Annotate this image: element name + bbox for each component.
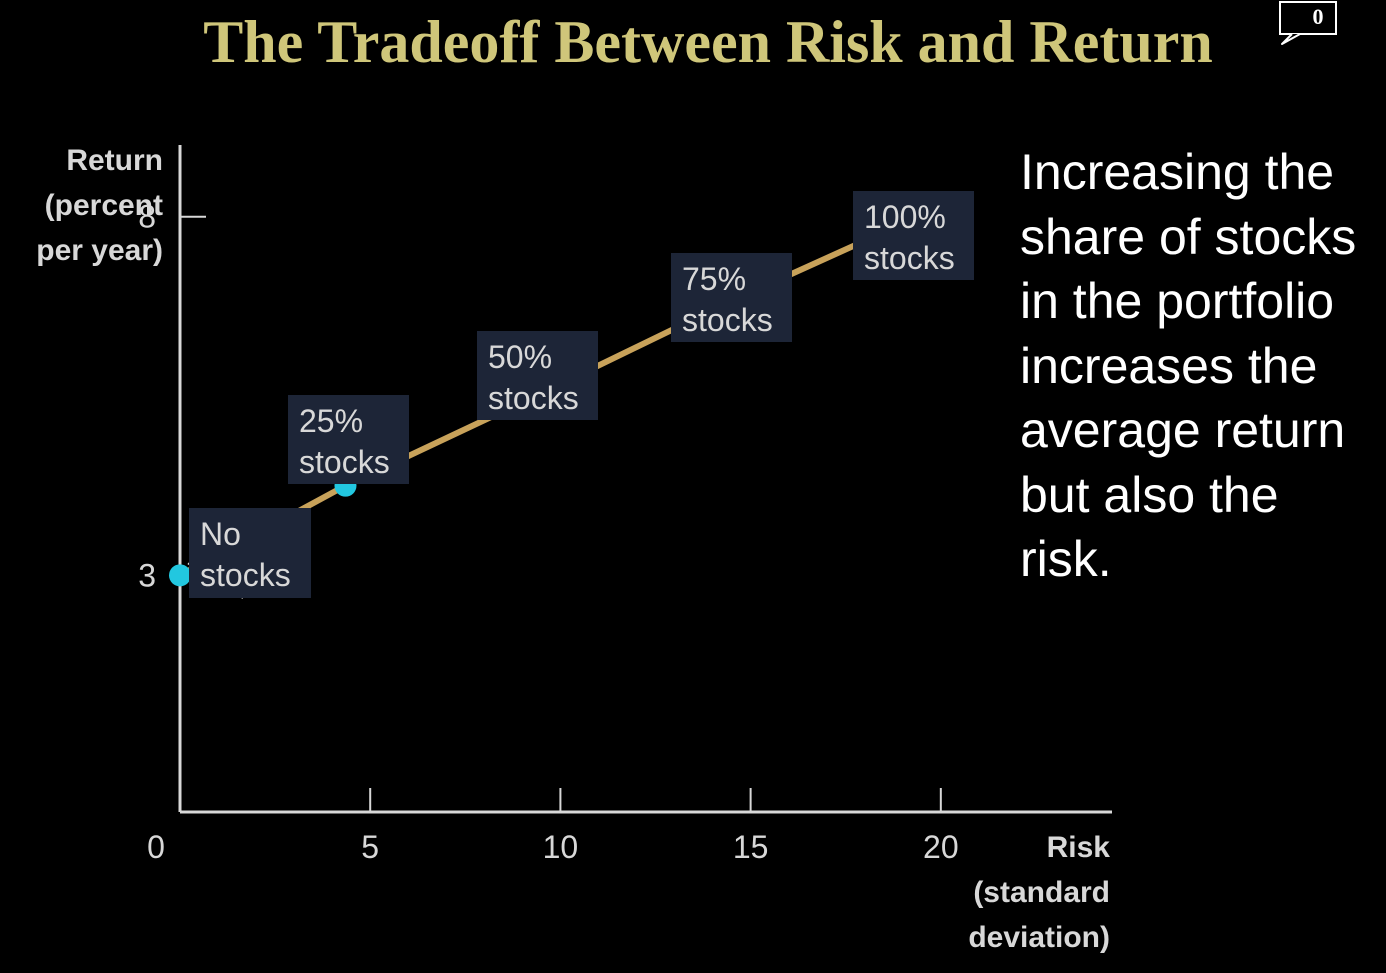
chart-point-labels: No stocks 25% stocks 50% stocks 75% stocks 100% s… [187,191,974,599]
slide-title: The Tradeoff Between Risk and Return [203,9,1213,75]
x-tick-label: 20 [923,829,959,865]
chart-axis-titles: Return (percent per year) Risk (standard devi… [36,144,1110,954]
point-label-text: stocks [864,240,955,276]
point-label-box [189,508,311,598]
y-axis-title: (percent [45,189,163,222]
point-label-box [853,191,974,280]
x-tick-label: 0 [147,829,165,865]
y-tick-label: 8 [138,199,156,235]
point-label-text: 50% [488,339,552,375]
x-axis-title: Risk [1047,831,1111,864]
point-label-text: stocks [488,380,579,416]
point-label-box [671,253,792,342]
point-label-text: 25% [299,403,363,439]
explanation-text: Increasing the share of stocks in the po… [1020,144,1357,587]
y-axis-title: Return [66,144,163,177]
x-axis-title: deviation) [968,921,1110,954]
y-tick-label: 3 [138,557,156,593]
point-label-box [288,395,409,484]
y-axis-title: per year) [36,234,163,267]
point-label-text: stocks [682,302,773,338]
point-label-text: stocks [299,444,390,480]
x-tick-label: 10 [543,829,579,865]
comment-count: 0 [1312,4,1324,29]
x-tick-label: 15 [733,829,769,865]
chart-ticks: 0 5 10 15 20 3 8 [138,199,958,865]
point-label-text: stocks [200,557,291,593]
chart-axes [178,145,1112,814]
x-tick-label: 5 [361,829,379,865]
point-label-box [477,331,598,420]
point-label-text: 75% [682,261,746,297]
point-label-text: 100% [864,199,946,235]
x-axis-title: (standard [973,876,1110,909]
data-point [169,564,191,587]
comment-bubble-icon[interactable] [1278,0,1338,50]
point-label-text: No [200,516,241,552]
